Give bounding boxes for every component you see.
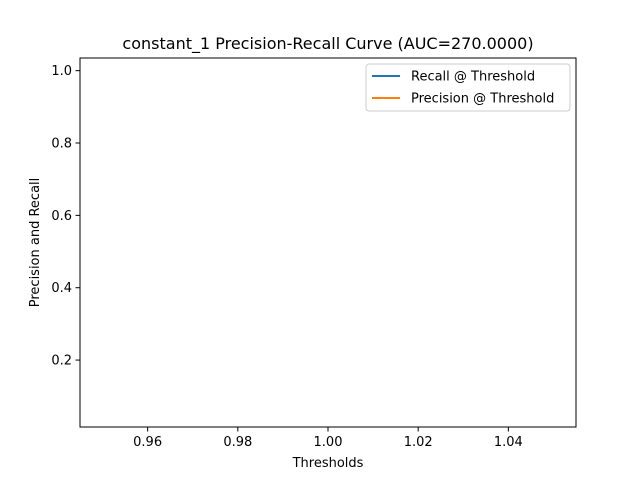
y-tick-label: 0.2 [51,354,72,369]
y-axis-ticks: 0.2 0.4 0.6 0.8 1.0 [51,64,80,369]
legend-label-0: Recall @ Threshold [411,70,535,85]
x-tick-label: 0.96 [133,435,162,450]
y-tick-label: 0.6 [51,209,72,224]
y-tick-label: 1.0 [51,64,72,79]
x-tick-label: 1.04 [494,435,523,450]
x-tick-label: 0.98 [223,435,252,450]
x-axis-ticks: 0.96 0.98 1.00 1.02 1.04 [133,427,523,450]
plot-area [79,57,577,428]
legend: Recall @ Threshold Precision @ Threshold [365,63,571,112]
y-tick-label: 0.4 [51,281,72,296]
legend-label-1: Precision @ Threshold [411,92,554,107]
x-axis-label: Thresholds [292,456,364,471]
x-tick-label: 1.00 [314,435,343,450]
y-tick-label: 0.8 [51,137,72,152]
x-tick-label: 1.02 [404,435,433,450]
chart-title: constant_1 Precision-Recall Curve (AUC=2… [122,34,533,54]
legend-box [365,63,571,112]
y-axis-label: Precision and Recall [28,178,43,308]
